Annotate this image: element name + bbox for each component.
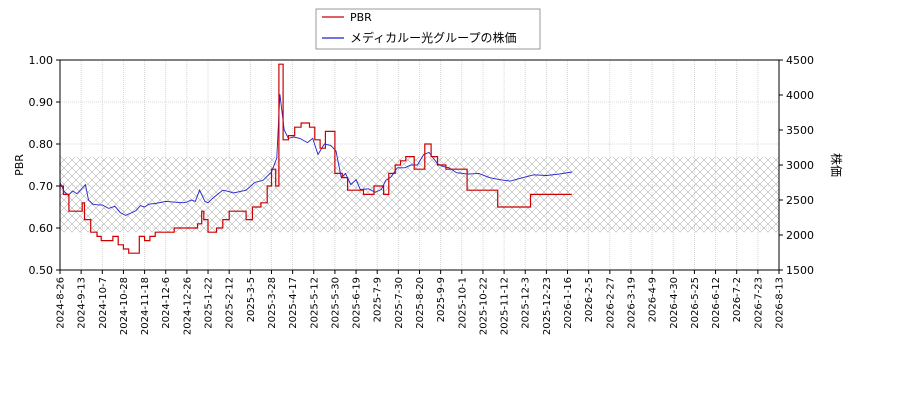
x-tick-label: 2025-2-12 bbox=[225, 277, 236, 329]
x-tick-label: 2024-12-6 bbox=[161, 277, 172, 329]
y-right-tick-label: 4500 bbox=[786, 54, 814, 67]
right-axis-title: 株価 bbox=[829, 153, 844, 177]
y-right-tick-label: 3000 bbox=[786, 159, 814, 172]
x-axis-ticks: 2024-8-26 2024-9-13 2024-10-7 2024-10-28 202… bbox=[56, 270, 786, 335]
x-tick-label: 2025-3-28 bbox=[267, 277, 278, 329]
x-tick-label: 2024-12-26 bbox=[182, 277, 193, 335]
x-tick-label: 2025-8-20 bbox=[415, 277, 426, 329]
pbr-series-line bbox=[60, 63, 572, 254]
legend-box bbox=[315, 8, 541, 50]
x-tick-label: 2025-5-12 bbox=[309, 277, 320, 329]
x-tick-label: 2026-3-19 bbox=[626, 277, 637, 329]
y-left-tick-label: 0.80 bbox=[29, 138, 54, 151]
x-tick-label: 2026-7-23 bbox=[753, 277, 764, 329]
x-tick-label: 2025-9-9 bbox=[436, 277, 447, 322]
x-tick-label: 2026-4-30 bbox=[669, 277, 680, 329]
x-tick-label: 2025-12-23 bbox=[542, 277, 553, 335]
x-tick-label: 2026-2-5 bbox=[584, 277, 595, 322]
x-tick-label: 2025-10-1 bbox=[457, 277, 468, 329]
x-tick-label: 2025-12-3 bbox=[521, 277, 532, 329]
y-left-tick-label: 0.90 bbox=[29, 96, 54, 109]
y-left-tick-label: 0.50 bbox=[29, 264, 54, 277]
y-right-tick-label: 3500 bbox=[786, 124, 814, 137]
x-tick-label: 2024-8-26 bbox=[56, 277, 67, 329]
y-left-tick-label: 0.60 bbox=[29, 222, 54, 235]
x-tick-label: 2024-10-7 bbox=[98, 277, 109, 329]
x-tick-label: 2026-8-13 bbox=[775, 277, 786, 329]
right-axis-ticks: 1500 2000 2500 3000 3500 4000 4500 bbox=[779, 54, 814, 277]
x-tick-label: 2025-7-9 bbox=[373, 277, 384, 322]
x-tick-label: 2024-9-13 bbox=[77, 277, 88, 329]
x-tick-label: 2025-4-17 bbox=[288, 277, 299, 329]
x-tick-label: 2025-11-12 bbox=[500, 277, 511, 335]
x-tick-label: 2026-4-9 bbox=[648, 277, 659, 322]
y-left-tick-label: 1.00 bbox=[29, 54, 54, 67]
x-tick-label: 2026-7-2 bbox=[732, 277, 743, 322]
x-tick-label: 2025-7-30 bbox=[394, 277, 405, 329]
x-tick-label: 2026-6-12 bbox=[711, 277, 722, 329]
left-axis-ticks: 0.50 0.60 0.70 0.80 0.90 1.00 bbox=[29, 54, 60, 277]
legend-label-pbr: PBR bbox=[350, 11, 372, 24]
legend-label-price: メディカルー光グループの株価 bbox=[350, 30, 516, 45]
x-tick-label: 2026-2-27 bbox=[605, 277, 616, 329]
x-tick-label: 2025-1-22 bbox=[204, 277, 215, 329]
x-tick-label: 2026-5-25 bbox=[690, 277, 701, 329]
x-tick-label: 2024-10-28 bbox=[119, 277, 130, 335]
left-axis-title: PBR bbox=[13, 154, 26, 176]
y-right-tick-label: 4000 bbox=[786, 89, 814, 102]
y-right-tick-label: 2500 bbox=[786, 194, 814, 207]
x-tick-label: 2025-10-22 bbox=[478, 277, 489, 335]
y-right-tick-label: 2000 bbox=[786, 229, 814, 242]
legend: PBR メディカルー光グループの株価 bbox=[315, 8, 541, 50]
x-tick-label: 2025-6-19 bbox=[352, 277, 363, 329]
x-tick-label: 2024-11-18 bbox=[140, 277, 151, 335]
y-right-tick-label: 1500 bbox=[786, 264, 814, 277]
y-left-tick-label: 0.70 bbox=[29, 180, 54, 193]
x-tick-label: 2026-1-16 bbox=[563, 277, 574, 329]
x-tick-label: 2025-3-5 bbox=[246, 277, 257, 322]
x-tick-label: 2025-5-30 bbox=[330, 277, 341, 329]
price-series-line bbox=[60, 94, 572, 216]
